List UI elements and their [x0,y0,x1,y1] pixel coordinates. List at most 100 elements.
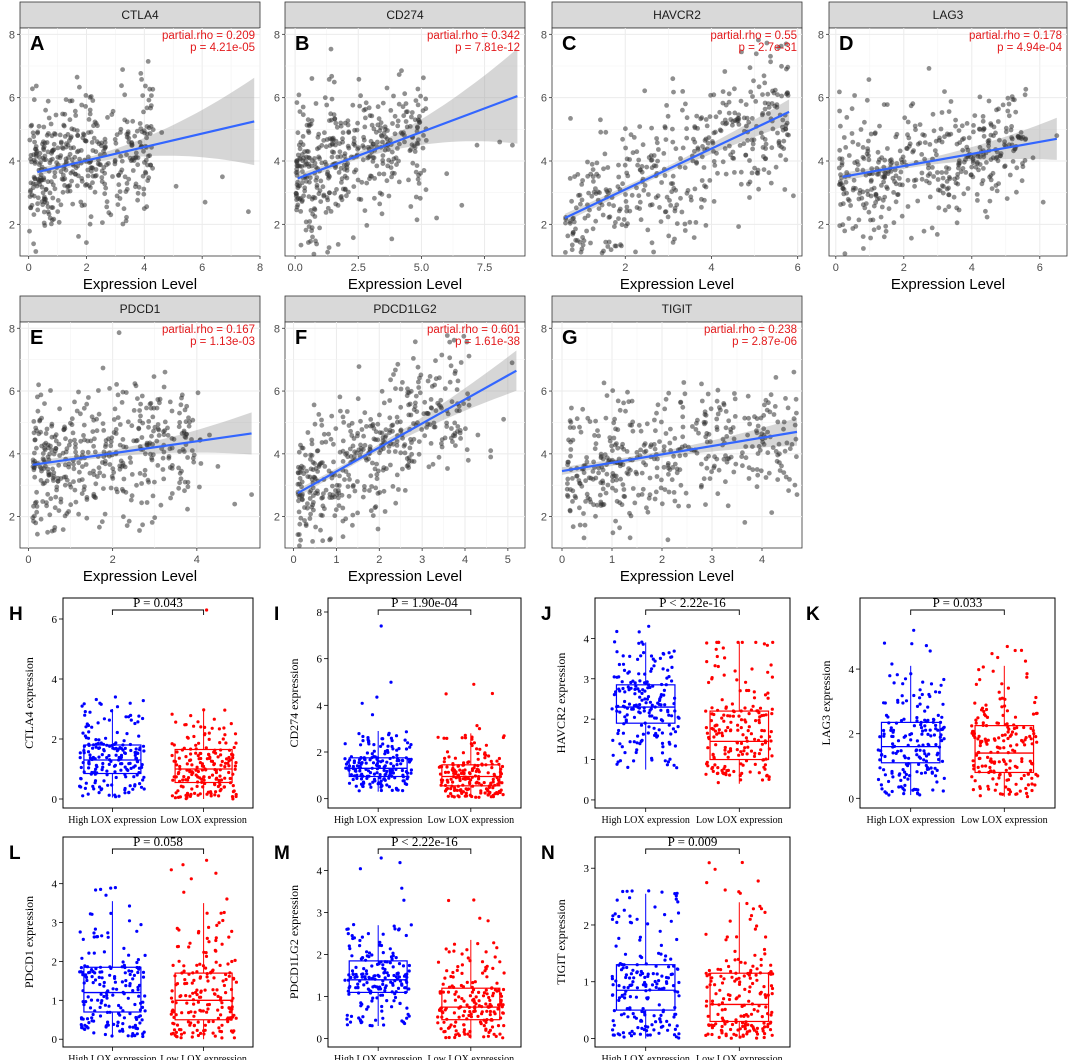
data-point [310,539,315,544]
data-point [644,164,650,170]
data-point [750,141,756,147]
data-point [591,189,597,195]
data-point [194,751,198,755]
data-point [614,441,619,446]
data-point [627,702,632,706]
data-point [580,178,585,183]
data-point [650,703,654,707]
data-point [49,205,54,210]
data-point [50,195,56,201]
data-point [231,772,235,776]
data-point [60,527,66,532]
data-point [422,399,428,405]
data-point [764,713,768,717]
data-point [931,788,935,792]
data-point [611,203,616,209]
data-point [403,101,409,106]
data-point [60,450,66,456]
data-point [421,168,427,173]
x-axis-label: Expression Level [620,568,734,585]
data-point [141,148,146,154]
data-point [185,484,191,490]
data-point [174,720,178,724]
data-point [984,703,988,707]
data-point [477,795,481,799]
data-point [944,186,950,192]
data-point [246,209,251,215]
y-tick-label: 2 [274,512,280,524]
data-point [422,433,428,439]
data-point [82,1003,86,1007]
data-point [484,763,488,767]
data-point [209,759,213,763]
data-point [81,989,85,993]
data-point [739,741,744,746]
y-tick-label: 4 [541,449,547,461]
data-point [189,792,193,797]
data-point [644,701,648,705]
x-tick-label: 0 [559,554,565,566]
data-point [34,504,40,509]
data-point [45,491,51,497]
data-point [85,167,91,173]
data-point [972,767,976,771]
data-point [201,785,205,789]
y-tick-label: 0 [52,1034,58,1046]
data-point [764,40,770,46]
data-point [991,669,995,673]
data-point [931,174,936,179]
data-point [726,91,732,97]
data-point [121,1022,125,1026]
data-point [218,789,222,793]
data-point [891,742,895,746]
data-point [214,777,218,781]
data-point [376,171,382,177]
data-point [389,736,393,740]
data-point [297,543,302,549]
data-point [100,753,104,757]
data-point [642,183,648,188]
data-point [884,184,889,190]
data-point [1000,792,1005,796]
data-point [473,774,477,778]
data-point [579,197,585,203]
data-point [361,433,366,439]
data-point [368,771,373,775]
data-point [769,730,773,734]
data-point [891,759,895,763]
data-point [335,242,341,247]
data-point [123,189,129,195]
data-point [117,422,123,427]
data-point [679,444,685,450]
data-point [978,794,982,798]
data-point [565,481,570,486]
data-point [915,719,919,723]
data-point [340,505,346,511]
data-point [338,154,344,159]
data-point [400,768,404,773]
data-point [749,170,755,176]
data-point [744,759,749,763]
data-point [1006,730,1010,734]
data-point [416,439,422,444]
data-point [743,152,749,158]
data-point [334,492,340,497]
regression-line-A [37,120,255,174]
data-point [309,118,315,123]
data-point [317,156,322,161]
data-point [620,136,625,142]
partial-rho-A: partial.rho = 0.209 [162,30,255,42]
data-point [138,71,144,76]
data-point [978,744,982,748]
data-point [320,513,325,518]
data-point [429,384,435,389]
data-point [895,673,899,677]
data-point [450,784,454,788]
data-point [106,210,112,216]
data-point [71,466,77,472]
data-point [231,797,235,801]
data-point [136,426,142,432]
data-point [202,778,206,782]
data-point [350,102,356,108]
